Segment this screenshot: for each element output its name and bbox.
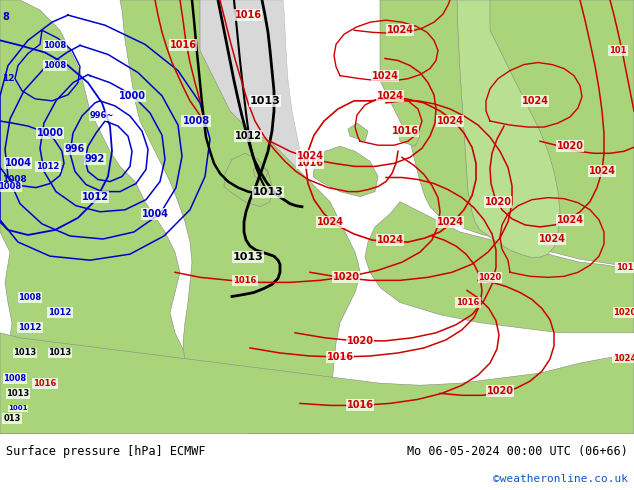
Text: 1013: 1013 — [250, 96, 280, 106]
Text: 1013: 1013 — [233, 252, 263, 262]
Polygon shape — [253, 166, 268, 179]
Polygon shape — [457, 0, 560, 257]
Text: 1013: 1013 — [13, 348, 37, 358]
Text: 1012: 1012 — [235, 131, 261, 141]
Text: 1008: 1008 — [0, 182, 22, 191]
Text: 1013: 1013 — [252, 187, 283, 196]
Text: 1008: 1008 — [44, 61, 67, 70]
Polygon shape — [365, 202, 634, 333]
Text: 1020: 1020 — [479, 273, 501, 282]
Text: 1008: 1008 — [183, 116, 210, 126]
Polygon shape — [398, 126, 420, 146]
Text: 1024: 1024 — [522, 96, 548, 106]
Polygon shape — [0, 333, 634, 434]
Text: 1024: 1024 — [436, 116, 463, 126]
Polygon shape — [348, 123, 368, 141]
Text: 1024: 1024 — [557, 215, 583, 225]
Text: 1000: 1000 — [37, 128, 63, 138]
Text: 1016: 1016 — [392, 126, 418, 136]
Polygon shape — [0, 0, 190, 434]
Text: 1004: 1004 — [141, 209, 169, 219]
Text: 1013: 1013 — [6, 389, 30, 398]
Text: 1024: 1024 — [588, 167, 616, 176]
Text: 013: 013 — [3, 414, 21, 423]
Text: 1024: 1024 — [377, 235, 403, 245]
Text: 996~: 996~ — [90, 112, 114, 121]
Text: 1001: 1001 — [8, 405, 28, 412]
Text: 992: 992 — [85, 154, 105, 164]
Text: Surface pressure [hPa] ECMWF: Surface pressure [hPa] ECMWF — [6, 445, 206, 458]
Text: 1020: 1020 — [486, 386, 514, 396]
Text: 101: 101 — [609, 46, 627, 55]
Text: 1020: 1020 — [347, 336, 373, 346]
Text: 1024: 1024 — [436, 217, 463, 227]
Polygon shape — [380, 0, 634, 267]
Text: 1016: 1016 — [347, 400, 373, 411]
Text: 1013: 1013 — [48, 348, 72, 358]
Text: 1012: 1012 — [48, 308, 72, 317]
Polygon shape — [313, 146, 378, 196]
Text: 1024: 1024 — [387, 25, 413, 35]
Text: 1024: 1024 — [538, 234, 566, 244]
Text: 1024: 1024 — [297, 151, 323, 161]
Text: 1004: 1004 — [4, 158, 32, 169]
Text: 101: 101 — [616, 263, 634, 272]
Text: 1012: 1012 — [36, 162, 60, 171]
Text: 1020: 1020 — [557, 141, 583, 151]
Text: 1024: 1024 — [613, 353, 634, 363]
Text: 1000: 1000 — [119, 91, 145, 101]
Text: 1012: 1012 — [18, 323, 42, 332]
Text: 1024: 1024 — [372, 71, 399, 81]
Text: 1008: 1008 — [18, 293, 42, 302]
Text: ©weatheronline.co.uk: ©weatheronline.co.uk — [493, 474, 628, 484]
Text: 1016: 1016 — [456, 298, 480, 307]
Text: 1016: 1016 — [235, 10, 261, 20]
Text: 8: 8 — [2, 12, 9, 22]
Text: 1020: 1020 — [613, 308, 634, 317]
Text: Mo 06-05-2024 00:00 UTC (06+66): Mo 06-05-2024 00:00 UTC (06+66) — [407, 445, 628, 458]
Text: 1016: 1016 — [233, 276, 257, 285]
Text: 1008: 1008 — [44, 41, 67, 50]
Text: 1012: 1012 — [82, 192, 108, 202]
Text: 1016: 1016 — [34, 379, 56, 388]
Text: 1024: 1024 — [316, 217, 344, 227]
Polygon shape — [224, 153, 272, 207]
Text: 1016: 1016 — [169, 40, 197, 50]
Text: 1020: 1020 — [332, 272, 359, 282]
Text: 1016: 1016 — [297, 158, 323, 169]
Polygon shape — [175, 0, 300, 214]
Text: 1016: 1016 — [327, 352, 354, 362]
Text: 1008: 1008 — [2, 174, 27, 184]
Polygon shape — [120, 0, 360, 434]
Text: 1008: 1008 — [3, 374, 27, 383]
Text: 1020: 1020 — [484, 196, 512, 207]
Text: 1024: 1024 — [377, 91, 403, 101]
Text: 12: 12 — [2, 74, 15, 83]
Text: 996: 996 — [65, 144, 85, 154]
